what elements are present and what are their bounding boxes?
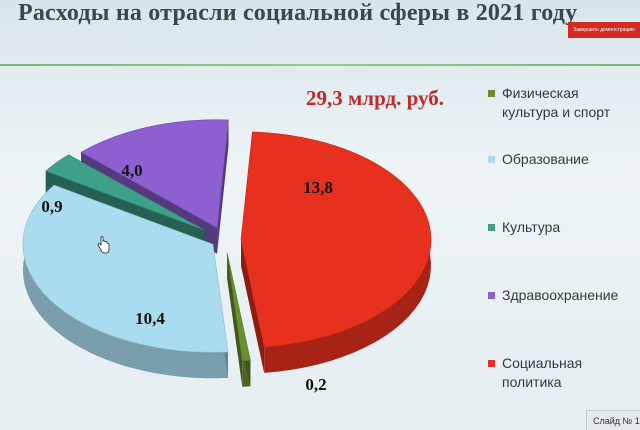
- legend-swatch: [488, 90, 495, 97]
- legend-label: Культура: [502, 219, 561, 235]
- hand-cursor-icon: [97, 236, 110, 254]
- pie-slice-side: [217, 119, 229, 254]
- legend-swatch: [488, 292, 495, 299]
- page-title: Расходы на отрасли социальной сферы в 20…: [18, 0, 578, 26]
- data-label-3: 0,9: [41, 197, 62, 216]
- pie-slice-5: [240, 131, 432, 373]
- legend-swatch: [488, 156, 495, 163]
- data-label-4: 4,0: [121, 161, 142, 180]
- legend-swatch: [488, 360, 495, 367]
- data-label-2: 10,4: [135, 309, 165, 328]
- pie-slice-top: [226, 253, 251, 362]
- title-divider: [0, 64, 640, 66]
- pie-slice-2: [22, 184, 229, 379]
- pie-slice-top: [240, 131, 432, 348]
- legend-label: Социальная политика: [502, 355, 583, 390]
- slide-number: Слайд № 1: [586, 410, 640, 430]
- pie-slice-wall: [23, 185, 228, 379]
- legend-swatch: [488, 224, 495, 231]
- legend-label: Здравоохранение: [502, 287, 619, 303]
- pie-slice-top: [45, 154, 205, 231]
- pie-slice-top: [80, 119, 229, 229]
- pie-chart: 13,8 0,2 10,4 0,9 4,0: [22, 119, 432, 394]
- chart-total-annotation: 29,3 млрд. руб.: [306, 86, 444, 110]
- pie-slice-top: [22, 184, 229, 353]
- end-demo-button[interactable]: Завершить демонстрацию: [568, 22, 640, 38]
- legend-label: Образование: [502, 151, 589, 167]
- data-label-1: 0,2: [305, 375, 326, 394]
- pie-slice-side: [240, 239, 265, 373]
- pie-slice-1: [226, 253, 251, 387]
- pie-slice-side: [227, 253, 243, 387]
- data-label-5: 13,8: [303, 178, 333, 197]
- legend-label: Физическая культура и спорт: [502, 85, 611, 120]
